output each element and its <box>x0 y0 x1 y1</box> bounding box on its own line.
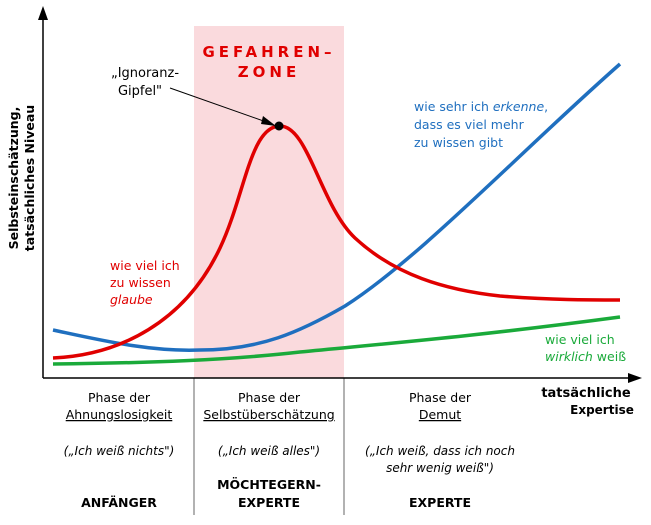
peak-label-line2: Gipfel" <box>118 84 162 99</box>
curve-recognize <box>52 62 622 352</box>
danger-zone-label-line2: ZONE <box>238 63 300 81</box>
phase-1-name: Ahnungslosigkeit <box>66 407 173 422</box>
phase-3-name: Demut <box>419 407 461 422</box>
phase-3-title: Phase der <box>409 390 472 405</box>
phase-2-role-line1: MÖCHTEGERN- <box>217 477 321 492</box>
phase-2-quote: („Ich weiß alles") <box>218 444 320 458</box>
x-axis-label-line2: Expertise <box>570 403 634 417</box>
curve-believe <box>52 124 621 360</box>
recognize-label-part-a: wie sehr ich <box>414 99 493 114</box>
phase-1-role: ANFÄNGER <box>81 495 157 510</box>
x-axis-label-line1: tatsächliche <box>541 386 631 401</box>
know-label-part-b: weiß <box>593 349 626 364</box>
y-axis-label-line1: Selbsteinschätzung, <box>6 107 21 250</box>
y-axis-arrowhead <box>38 6 48 20</box>
know-label-part-a: wirklich <box>545 349 593 364</box>
peak-callout-line <box>169 87 273 125</box>
phase-2-role-line2: EXPERTE <box>238 495 300 510</box>
believe-label-line3: glaube <box>110 292 153 307</box>
x-axis-arrowhead <box>628 373 642 383</box>
danger-zone-label-line1: GEFAHREN– <box>202 43 335 61</box>
phase-2-title: Phase der <box>238 390 301 405</box>
phase-3-quote-line1: („Ich weiß, dass ich noch <box>365 444 515 458</box>
recognize-label-line1: wie sehr ich erkenne, <box>414 99 548 114</box>
peak-label-line1: „Ignoranz- <box>111 66 179 81</box>
peak-callout-arrowhead <box>261 116 276 126</box>
recognize-label-part-c: , <box>544 99 548 114</box>
phase-1-quote: („Ich weiß nichts") <box>64 444 175 458</box>
ignorance-peak-point <box>274 121 284 131</box>
phase-3-quote-line2: sehr wenig weiß") <box>386 461 494 475</box>
recognize-label-line2: dass es viel mehr <box>414 117 525 132</box>
phase-3-role: EXPERTE <box>409 495 471 510</box>
know-label-line1: wie viel ich <box>545 332 615 347</box>
phase-1-title: Phase der <box>88 390 151 405</box>
phase-2-name: Selbstüberschätzung <box>203 407 334 422</box>
recognize-label-part-b: erkenne <box>493 99 545 114</box>
y-axis-label-line2: tatsächliches Niveau <box>22 105 37 251</box>
believe-label-line2: zu wissen <box>110 275 171 290</box>
recognize-label-line3: zu wissen gibt <box>414 135 503 150</box>
believe-label-line1: wie viel ich <box>110 258 180 273</box>
curve-know <box>52 315 621 366</box>
know-label-line2: wirklich weiß <box>545 349 626 364</box>
